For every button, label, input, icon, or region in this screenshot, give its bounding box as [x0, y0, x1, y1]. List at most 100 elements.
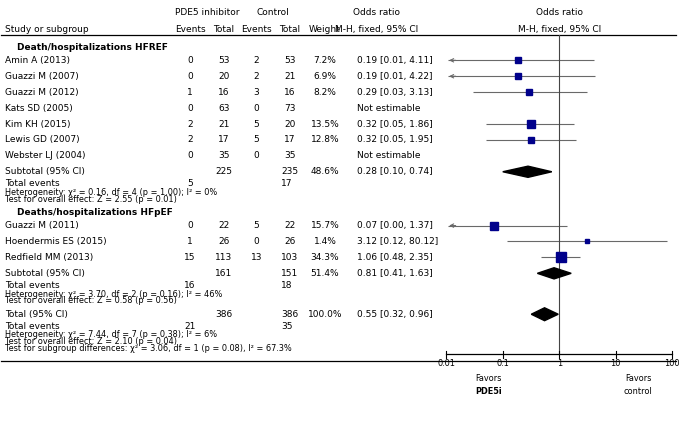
- Text: 235: 235: [282, 167, 299, 176]
- Text: 35: 35: [281, 322, 293, 331]
- Text: 1: 1: [188, 237, 193, 246]
- Text: 3: 3: [253, 87, 259, 97]
- Text: 48.6%: 48.6%: [311, 167, 339, 176]
- Text: 0: 0: [253, 237, 259, 246]
- Text: 8.2%: 8.2%: [314, 87, 336, 97]
- Text: 15: 15: [184, 253, 196, 262]
- Text: Deaths/hospitalizations HFpEF: Deaths/hospitalizations HFpEF: [17, 208, 173, 217]
- Text: 13.5%: 13.5%: [310, 120, 340, 129]
- Text: Guazzi M (2007): Guazzi M (2007): [5, 72, 78, 81]
- Text: Lewis GD (2007): Lewis GD (2007): [5, 136, 79, 145]
- Text: Redfield MM (2013): Redfield MM (2013): [5, 253, 93, 262]
- Text: 0: 0: [188, 152, 193, 160]
- Text: Heterogeneity: χ² = 0.16, df = 4 (p = 1.00); I² = 0%: Heterogeneity: χ² = 0.16, df = 4 (p = 1.…: [5, 188, 217, 197]
- Text: Events: Events: [175, 25, 205, 34]
- Text: 5: 5: [253, 136, 259, 145]
- Text: 100.0%: 100.0%: [308, 310, 342, 319]
- Text: 0.19 [0.01, 4.11]: 0.19 [0.01, 4.11]: [357, 56, 433, 65]
- Text: 0.01: 0.01: [437, 359, 456, 368]
- Text: 100: 100: [664, 359, 680, 368]
- Text: 34.3%: 34.3%: [311, 253, 339, 262]
- Text: M-H, fixed, 95% CI: M-H, fixed, 95% CI: [335, 25, 418, 34]
- Text: Total: Total: [213, 25, 235, 34]
- Text: 5: 5: [253, 221, 259, 230]
- Polygon shape: [537, 268, 572, 279]
- Text: Total events: Total events: [5, 322, 59, 331]
- Text: Weight: Weight: [309, 25, 341, 34]
- Text: Odds ratio: Odds ratio: [353, 8, 400, 16]
- Text: 16: 16: [218, 87, 230, 97]
- Text: Subtotal (95% CI): Subtotal (95% CI): [5, 269, 85, 278]
- Text: 10: 10: [610, 359, 621, 368]
- Text: 161: 161: [216, 269, 233, 278]
- Text: 16: 16: [284, 87, 296, 97]
- Text: Hoendermis ES (2015): Hoendermis ES (2015): [5, 237, 106, 246]
- Text: Control: Control: [256, 8, 289, 16]
- Text: 21: 21: [218, 120, 230, 129]
- Text: 21: 21: [184, 322, 196, 331]
- Text: 0.19 [0.01, 4.22]: 0.19 [0.01, 4.22]: [357, 72, 433, 81]
- Text: 0: 0: [253, 152, 259, 160]
- Text: 0: 0: [253, 103, 259, 113]
- Text: Study or subgroup: Study or subgroup: [5, 25, 89, 34]
- Text: 5: 5: [188, 179, 193, 188]
- Text: 51.4%: 51.4%: [311, 269, 339, 278]
- Text: Total (95% CI): Total (95% CI): [5, 310, 68, 319]
- Text: Test for subgroup differences: χ² = 3.06, df = 1 (p = 0.08), I² = 67.3%: Test for subgroup differences: χ² = 3.06…: [5, 344, 291, 353]
- Text: 0.28 [0.10, 0.74]: 0.28 [0.10, 0.74]: [357, 167, 433, 176]
- Text: 0.81 [0.41, 1.63]: 0.81 [0.41, 1.63]: [357, 269, 433, 278]
- Text: 17: 17: [281, 179, 293, 188]
- Text: Favors: Favors: [625, 374, 651, 383]
- Text: 17: 17: [284, 136, 296, 145]
- Text: 6.9%: 6.9%: [314, 72, 336, 81]
- Text: 35: 35: [284, 152, 296, 160]
- Text: 0.55 [0.32, 0.96]: 0.55 [0.32, 0.96]: [357, 310, 433, 319]
- Text: Test for overall effect: Z = 2.55 (p = 0.01): Test for overall effect: Z = 2.55 (p = 0…: [5, 195, 177, 204]
- Text: Favors: Favors: [475, 374, 501, 383]
- Text: 1.06 [0.48, 2.35]: 1.06 [0.48, 2.35]: [357, 253, 433, 262]
- Text: Not estimable: Not estimable: [357, 103, 421, 113]
- Text: 386: 386: [281, 310, 299, 319]
- Text: 151: 151: [281, 269, 299, 278]
- Text: 0: 0: [188, 72, 193, 81]
- Text: 20: 20: [284, 120, 295, 129]
- Text: PDE5 inhibitor: PDE5 inhibitor: [175, 8, 239, 16]
- Text: Webster LJ (2004): Webster LJ (2004): [5, 152, 85, 160]
- Text: 1: 1: [188, 87, 193, 97]
- Text: 22: 22: [284, 221, 295, 230]
- Text: Guazzi M (2011): Guazzi M (2011): [5, 221, 78, 230]
- Text: Kim KH (2015): Kim KH (2015): [5, 120, 70, 129]
- Text: 0.07 [0.00, 1.37]: 0.07 [0.00, 1.37]: [357, 221, 433, 230]
- Text: 12.8%: 12.8%: [311, 136, 339, 145]
- Polygon shape: [531, 308, 559, 321]
- Text: control: control: [624, 387, 653, 396]
- Text: Odds ratio: Odds ratio: [536, 8, 582, 16]
- Text: Guazzi M (2012): Guazzi M (2012): [5, 87, 78, 97]
- Text: 22: 22: [218, 221, 229, 230]
- Text: 386: 386: [216, 310, 233, 319]
- Text: Total events: Total events: [5, 179, 59, 188]
- Text: Amin A (2013): Amin A (2013): [5, 56, 70, 65]
- Text: Test for overall effect: Z = 0.58 (p = 0.56): Test for overall effect: Z = 0.58 (p = 0…: [5, 296, 177, 305]
- Text: 17: 17: [218, 136, 230, 145]
- Text: 15.7%: 15.7%: [310, 221, 340, 230]
- Text: Total: Total: [280, 25, 301, 34]
- Text: 0: 0: [188, 103, 193, 113]
- Text: 2: 2: [254, 72, 259, 81]
- Text: 0: 0: [188, 56, 193, 65]
- Text: 103: 103: [281, 253, 299, 262]
- Text: 53: 53: [218, 56, 230, 65]
- Text: Heterogeneity: χ² = 3.70, df = 2 (p = 0.16); I² = 46%: Heterogeneity: χ² = 3.70, df = 2 (p = 0.…: [5, 290, 222, 298]
- Text: Test for overall effect: Z = 2.10 (p = 0.04): Test for overall effect: Z = 2.10 (p = 0…: [5, 337, 177, 346]
- Text: Not estimable: Not estimable: [357, 152, 421, 160]
- Text: 1.4%: 1.4%: [314, 237, 336, 246]
- Text: 26: 26: [284, 237, 295, 246]
- Text: 1: 1: [557, 359, 562, 368]
- Text: Subtotal (95% CI): Subtotal (95% CI): [5, 167, 85, 176]
- Text: 73: 73: [284, 103, 296, 113]
- Text: Total events: Total events: [5, 281, 59, 290]
- Text: 26: 26: [218, 237, 230, 246]
- Text: 0.1: 0.1: [496, 359, 509, 368]
- Text: 18: 18: [281, 281, 293, 290]
- Text: 0: 0: [188, 221, 193, 230]
